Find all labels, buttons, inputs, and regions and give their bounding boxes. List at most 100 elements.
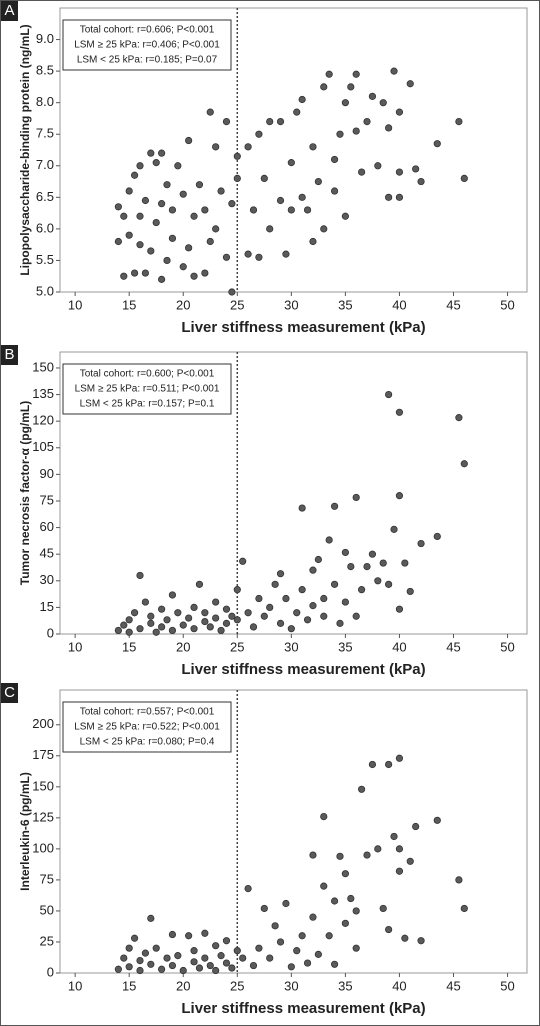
data-point (244, 143, 252, 151)
data-point (174, 609, 182, 617)
y-axis-label: Tumor necrosis factor-α (pg/mL) (18, 401, 32, 586)
data-point (266, 225, 274, 233)
data-point (330, 960, 339, 968)
y-tick-label: 60 (40, 519, 54, 534)
data-point (417, 539, 425, 548)
y-tick-label: 5.0 (36, 283, 54, 298)
y-tick-label: 90 (40, 466, 54, 481)
data-point (417, 937, 425, 945)
data-point (179, 263, 187, 271)
data-point (190, 212, 198, 220)
data-point (239, 954, 247, 962)
data-point (136, 162, 144, 170)
x-tick-label: 40 (392, 639, 406, 654)
data-point (406, 587, 414, 596)
data-point (374, 577, 382, 585)
data-point (341, 870, 349, 878)
x-axis-label: Liver stiffness measurement (kPa) (181, 661, 425, 678)
data-point (185, 136, 193, 145)
data-point (158, 605, 166, 613)
data-point (255, 253, 263, 261)
data-point (206, 108, 214, 116)
x-tick-label: 35 (338, 639, 352, 654)
data-point (455, 118, 463, 126)
y-tick-label: 175 (32, 747, 54, 762)
data-point (358, 586, 366, 594)
plot-frame (59, 7, 528, 293)
data-point (222, 253, 231, 261)
data-point (320, 225, 328, 233)
data-point (185, 614, 193, 622)
x-axis-label: Liver stiffness measurement (kPa) (181, 319, 425, 336)
data-point (158, 275, 166, 283)
x-tick-label: 30 (284, 978, 298, 993)
data-point (120, 212, 128, 220)
data-point (433, 140, 441, 148)
data-point (201, 609, 209, 617)
annotation-text: Total cohort: r=0.606; P<0.001 (80, 25, 215, 36)
data-point (336, 619, 344, 627)
y-tick-label: 75 (40, 492, 54, 507)
data-point (136, 571, 144, 580)
data-point (174, 162, 182, 170)
data-point (368, 760, 377, 769)
data-point (114, 203, 122, 211)
data-point (141, 949, 150, 957)
x-axis-label: Liver stiffness measurement (kPa) (181, 1000, 425, 1017)
data-point (168, 234, 177, 242)
data-point (201, 617, 209, 626)
data-point (341, 99, 349, 107)
y-tick-label: 125 (32, 809, 54, 824)
data-point (287, 625, 295, 633)
data-point (141, 598, 150, 606)
annotation-text: LSM ≥ 25 kPa: r=0.522; P<0.001 (74, 722, 220, 733)
data-point (228, 612, 236, 620)
data-point (374, 162, 382, 170)
data-point (195, 964, 204, 972)
y-tick-label: 0 (47, 964, 54, 979)
y-tick-label: 30 (40, 572, 54, 587)
data-point (201, 206, 209, 214)
data-point (233, 616, 241, 624)
data-point (412, 165, 420, 173)
data-point (222, 118, 231, 126)
data-point (266, 118, 274, 126)
x-tick-label: 25 (230, 297, 244, 312)
x-tick-label: 25 (230, 639, 244, 654)
y-tick-label: 5.5 (36, 252, 54, 267)
data-point (125, 628, 133, 636)
data-point (395, 408, 404, 416)
annotation-text: LSM ≥ 25 kPa: r=0.511; P<0.001 (75, 384, 220, 395)
data-point (309, 913, 317, 921)
data-point (158, 623, 166, 631)
y-tick-label: 135 (32, 386, 54, 401)
data-point (287, 159, 295, 167)
data-point (195, 181, 204, 189)
annotation-box (62, 701, 232, 753)
data-point (303, 616, 312, 624)
data-point (395, 492, 404, 500)
data-point (130, 609, 139, 617)
data-point (158, 965, 166, 973)
data-point (309, 143, 317, 151)
data-point (303, 959, 312, 967)
x-tick-label: 35 (338, 978, 352, 993)
x-tick-label: 10 (68, 639, 82, 654)
data-point (201, 929, 209, 937)
data-point (233, 152, 241, 160)
data-point (330, 502, 339, 510)
data-point (222, 937, 231, 945)
data-point (460, 174, 468, 182)
y-tick-label: 0 (47, 625, 54, 640)
data-point (190, 272, 198, 280)
data-point (147, 619, 155, 627)
data-point (320, 83, 328, 91)
data-point (320, 612, 328, 620)
data-point (379, 559, 387, 567)
data-point (336, 130, 344, 138)
y-tick-label: 8.0 (36, 94, 54, 109)
y-tick-label: 6.0 (36, 220, 54, 235)
data-point (276, 570, 285, 578)
data-point (266, 954, 274, 962)
data-point (385, 760, 393, 769)
